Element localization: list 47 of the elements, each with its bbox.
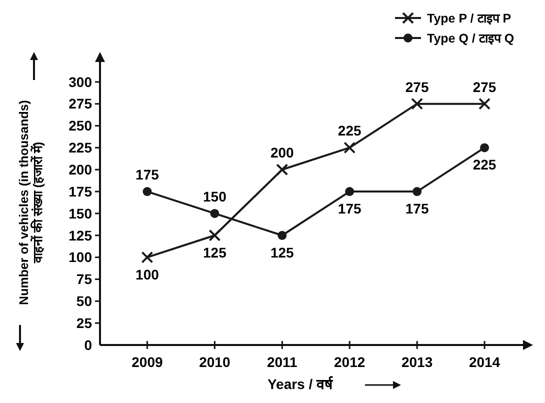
x-axis-title: Years / वर्ष bbox=[267, 376, 334, 392]
point bbox=[278, 230, 287, 240]
point bbox=[276, 164, 288, 176]
data-label: 100 bbox=[136, 266, 160, 282]
data-label: 150 bbox=[203, 188, 227, 204]
point bbox=[478, 98, 491, 110]
point bbox=[412, 187, 422, 196]
data-label: 175 bbox=[405, 200, 429, 217]
y-tick-label: 50 bbox=[76, 293, 92, 310]
data-label: 125 bbox=[270, 244, 294, 260]
y-tick-label: 250 bbox=[68, 118, 92, 134]
y-axis-title: Number of vehicles (in thousands) वाहनों की संख्या (हजारों में) bbox=[17, 100, 45, 305]
point bbox=[480, 143, 490, 152]
point bbox=[208, 229, 221, 242]
y-tick-label: 200 bbox=[68, 162, 92, 178]
y-tick-label: 300 bbox=[68, 74, 92, 90]
point bbox=[344, 142, 356, 154]
data-label: 225 bbox=[472, 156, 496, 173]
data-label: 275 bbox=[405, 78, 429, 95]
point bbox=[141, 251, 154, 264]
point bbox=[345, 187, 354, 196]
x-tick-label: 2011 bbox=[266, 354, 298, 370]
data-label: 200 bbox=[270, 144, 294, 161]
y-tick-label: 225 bbox=[68, 140, 92, 156]
x-tick-label: 2014 bbox=[468, 354, 500, 370]
legend-label: Type Q / टाइप Q bbox=[427, 31, 514, 46]
x-tick-label: 2009 bbox=[132, 354, 164, 370]
y-tick-label: 100 bbox=[68, 249, 92, 266]
point bbox=[411, 98, 424, 110]
data-label: 225 bbox=[338, 122, 362, 139]
x-tick-label: 2012 bbox=[334, 354, 366, 370]
point bbox=[210, 208, 220, 218]
y-tick-label: 75 bbox=[76, 271, 92, 288]
y-tick-label: 25 bbox=[76, 314, 92, 331]
y-tick-label: 275 bbox=[68, 96, 92, 112]
legend-label: Type P / टाइप P bbox=[427, 11, 512, 26]
y-tick-label: 150 bbox=[68, 205, 92, 222]
point bbox=[142, 187, 152, 196]
data-label: 175 bbox=[136, 166, 160, 183]
y-tick-label: 175 bbox=[68, 183, 92, 200]
data-label: 275 bbox=[472, 78, 496, 95]
y-tick-label: 125 bbox=[68, 227, 92, 244]
x-tick-label: 2013 bbox=[401, 354, 433, 370]
data-label: 175 bbox=[338, 200, 362, 217]
data-label: 125 bbox=[203, 244, 227, 260]
x-tick-label: 2010 bbox=[199, 354, 230, 370]
y-tick-label: 0 bbox=[84, 336, 92, 353]
